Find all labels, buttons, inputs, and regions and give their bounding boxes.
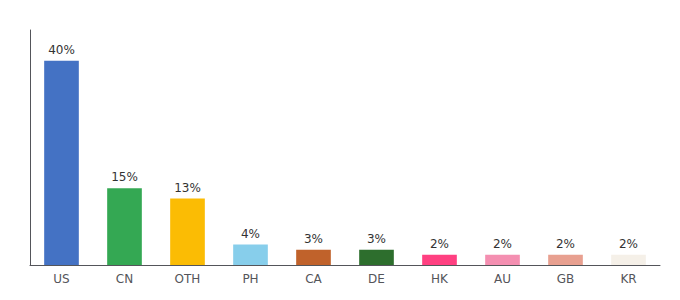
svg-text:2%: 2% bbox=[556, 237, 575, 251]
svg-text:2%: 2% bbox=[493, 237, 512, 251]
svg-text:13%: 13% bbox=[174, 181, 201, 195]
svg-text:15%: 15% bbox=[111, 170, 138, 184]
svg-text:2%: 2% bbox=[619, 237, 638, 251]
svg-text:CA: CA bbox=[305, 272, 322, 286]
svg-text:40%: 40% bbox=[48, 43, 75, 57]
svg-text:DE: DE bbox=[368, 272, 385, 286]
svg-text:4%: 4% bbox=[241, 227, 260, 241]
svg-text:OTH: OTH bbox=[175, 272, 201, 286]
svg-text:KR: KR bbox=[620, 272, 636, 286]
svg-text:3%: 3% bbox=[367, 232, 386, 246]
svg-text:CN: CN bbox=[116, 272, 133, 286]
svg-text:US: US bbox=[53, 272, 69, 286]
svg-text:GB: GB bbox=[557, 272, 575, 286]
svg-text:3%: 3% bbox=[304, 232, 323, 246]
svg-text:AU: AU bbox=[494, 272, 511, 286]
svg-text:HK: HK bbox=[431, 272, 449, 286]
svg-text:2%: 2% bbox=[430, 237, 449, 251]
svg-text:PH: PH bbox=[242, 272, 258, 286]
